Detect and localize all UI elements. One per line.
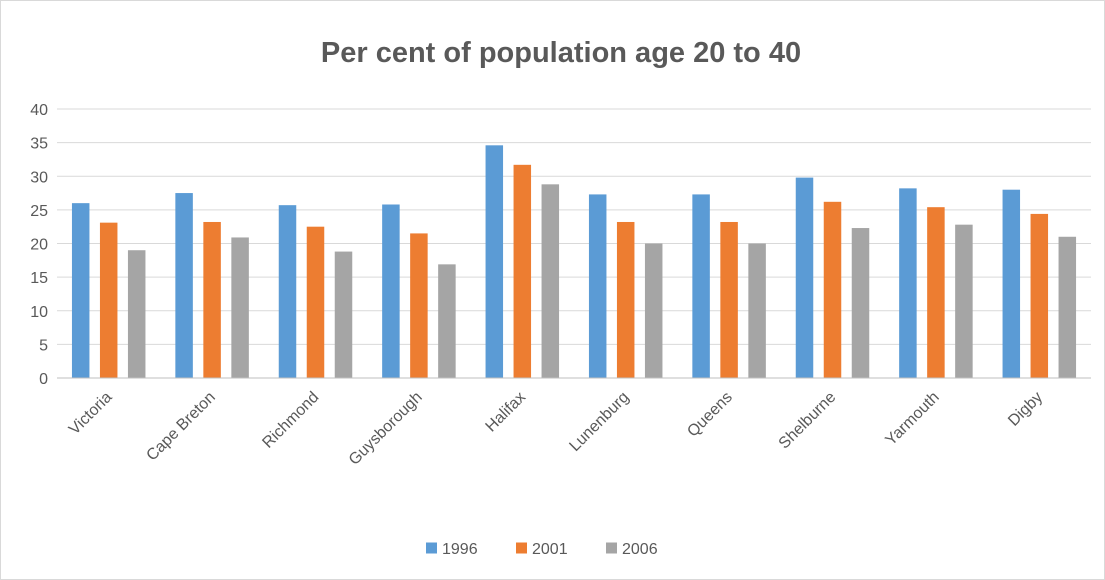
- bar-richmond-1996: [278, 205, 297, 378]
- bar-halifax-2001: [513, 164, 532, 378]
- bar-lunenburg-2001: [616, 221, 635, 378]
- legend-item-2001: 2001: [516, 541, 568, 558]
- bar-queens-2006: [748, 243, 766, 378]
- y-tick-label: 15: [30, 270, 48, 287]
- bar-queens-2001: [720, 221, 738, 378]
- bar-digby-2006: [1058, 236, 1077, 378]
- x-tick-label-queens: Queens: [684, 389, 736, 441]
- legend-label-2001: 2001: [532, 541, 568, 558]
- bar-cape-breton-2006: [231, 237, 249, 378]
- bar-cape-breton-2001: [203, 221, 221, 378]
- legend: 1996 2001 2006: [426, 541, 658, 558]
- y-tick-label: 30: [30, 169, 48, 186]
- y-tick-label: 25: [30, 203, 48, 220]
- y-tick-label: 10: [30, 304, 48, 321]
- bar-victoria-1996: [71, 203, 90, 378]
- bar-yarmouth-2006: [955, 224, 973, 378]
- bar-digby-1996: [1002, 189, 1021, 378]
- x-tick-label-richmond: Richmond: [259, 389, 322, 452]
- legend-swatch-2006: [606, 542, 617, 554]
- bar-queens-1996: [692, 194, 710, 378]
- bar-shelburne-2001: [823, 201, 842, 378]
- legend-swatch-1996: [426, 542, 437, 554]
- bar-victoria-2001: [99, 222, 118, 378]
- bar-richmond-2001: [306, 226, 325, 378]
- bar-halifax-2006: [541, 184, 560, 378]
- bar-lunenburg-2006: [644, 243, 663, 378]
- legend-label-1996: 1996: [442, 541, 478, 558]
- legend-item-1996: 1996: [426, 541, 478, 558]
- x-axis-category-labels: Victoria Cape Breton Richmond Guysborough Ha…: [66, 389, 1046, 469]
- bar-halifax-1996: [485, 145, 504, 378]
- bar-digby-2001: [1030, 213, 1049, 378]
- x-tick-label-cape-breton: Cape Breton: [143, 389, 219, 465]
- y-tick-label: 5: [39, 337, 48, 354]
- x-tick-label-shelburne: Shelburne: [776, 389, 840, 453]
- x-tick-label-digby: Digby: [1005, 389, 1046, 430]
- bar-shelburne-2006: [851, 228, 870, 378]
- bar-yarmouth-1996: [899, 188, 917, 378]
- bar-richmond-2006: [334, 251, 353, 378]
- bar-guysborough-1996: [382, 204, 400, 378]
- bars: [71, 145, 1077, 378]
- y-tick-label: 20: [30, 237, 48, 254]
- legend-swatch-2001: [516, 542, 527, 554]
- y-axis-tick-labels: 0 5 10 15 20 25 30 35 40: [30, 102, 48, 388]
- bar-guysborough-2001: [410, 233, 428, 378]
- y-tick-label: 0: [39, 371, 48, 388]
- bar-cape-breton-1996: [175, 193, 193, 378]
- x-tick-label-yarmouth: Yarmouth: [882, 389, 942, 449]
- legend-label-2006: 2006: [622, 541, 658, 558]
- x-tick-label-lunenburg: Lunenburg: [566, 389, 632, 455]
- bar-yarmouth-2001: [927, 207, 945, 378]
- bar-victoria-2006: [127, 250, 146, 378]
- y-tick-label: 35: [30, 136, 48, 153]
- bar-guysborough-2006: [438, 264, 456, 378]
- x-tick-label-guysborough: Guysborough: [346, 389, 426, 469]
- chart-title: Per cent of population age 20 to 40: [321, 37, 801, 69]
- gridlines: [57, 108, 1091, 345]
- legend-item-2006: 2006: [606, 541, 658, 558]
- bar-shelburne-1996: [795, 177, 814, 378]
- bar-lunenburg-1996: [588, 194, 607, 378]
- x-tick-label-victoria: Victoria: [66, 389, 116, 439]
- x-tick-label-halifax: Halifax: [483, 389, 530, 436]
- y-tick-label: 40: [30, 102, 48, 119]
